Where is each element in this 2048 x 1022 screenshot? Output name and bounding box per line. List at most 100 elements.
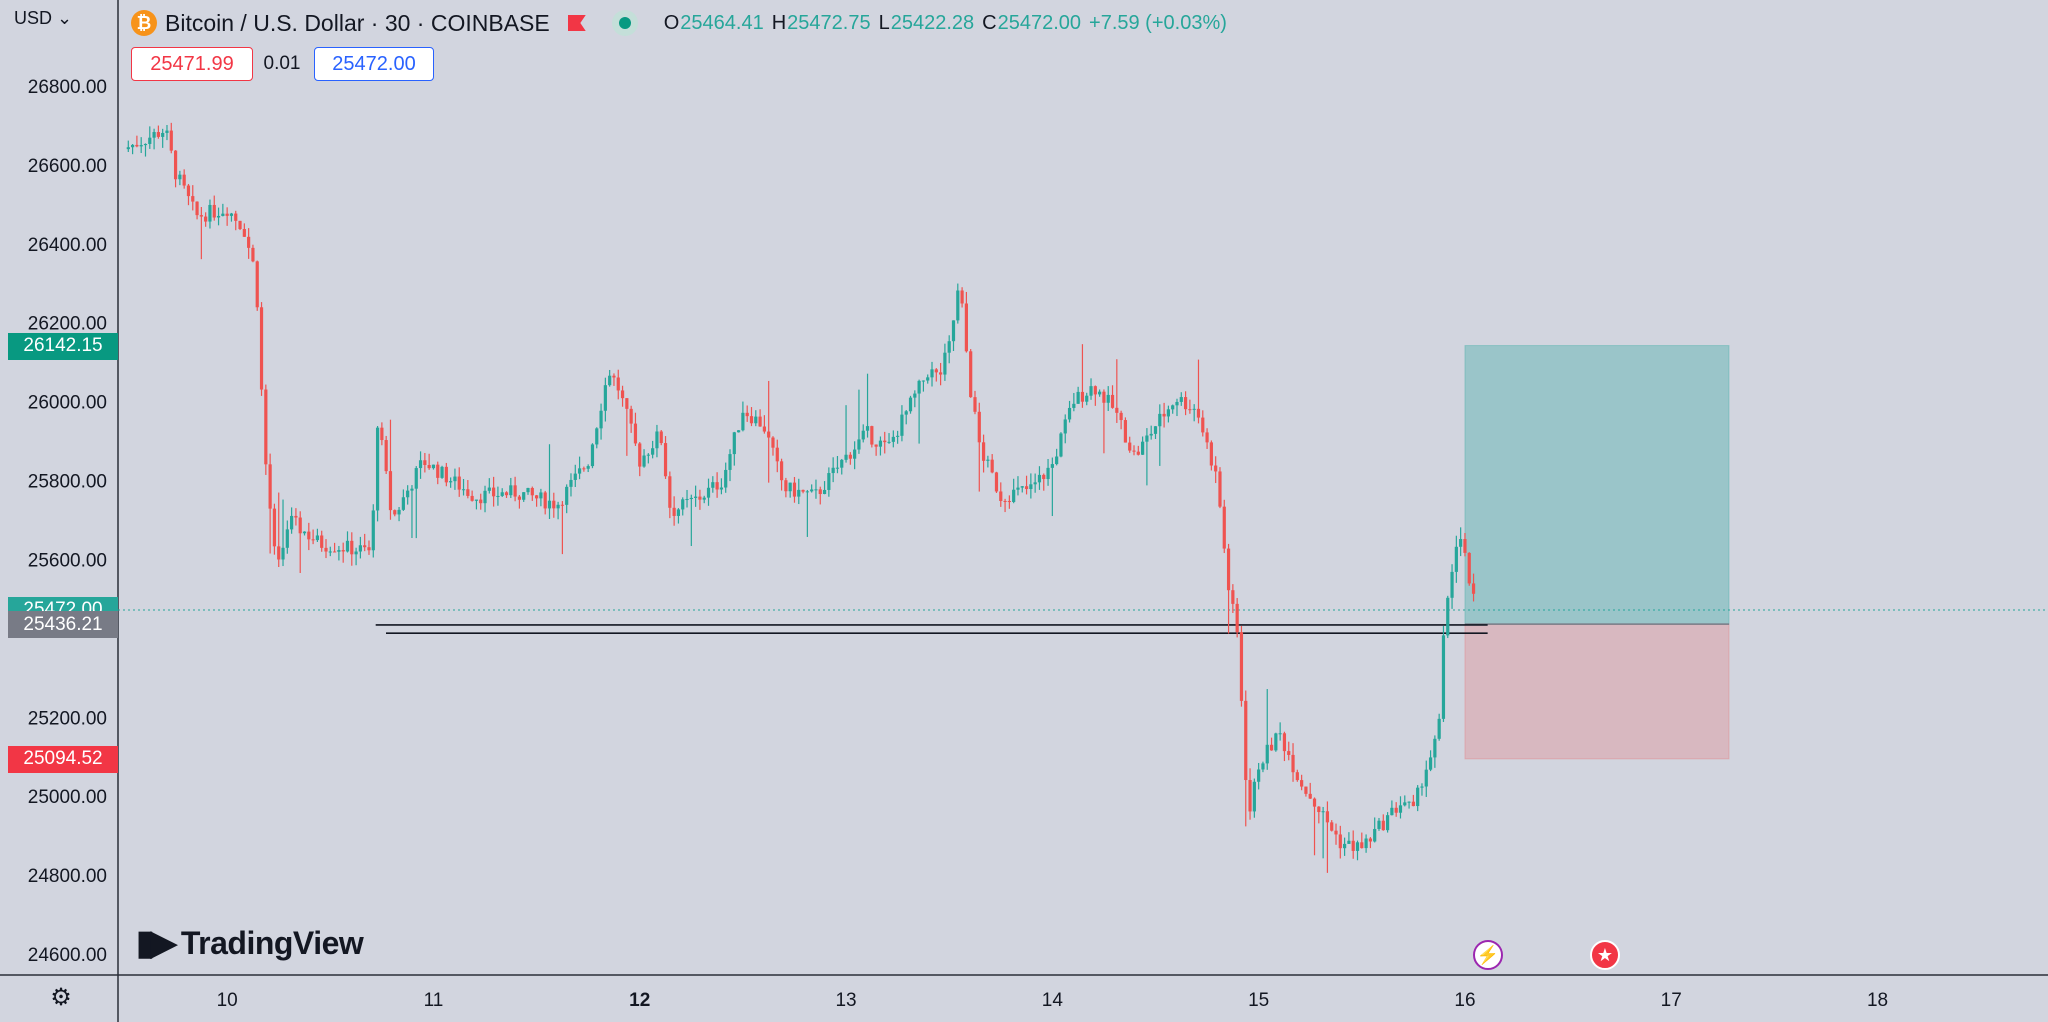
candle-body: [178, 174, 182, 180]
candle-body: [466, 489, 470, 496]
candle-body: [504, 492, 509, 496]
candle-body: [668, 476, 672, 508]
candle-body: [358, 545, 362, 552]
candle-body: [814, 489, 818, 491]
candle-body: [762, 426, 766, 432]
candle-body: [363, 545, 367, 548]
candle-body: [767, 431, 771, 438]
y-tick-label: 25600.00: [28, 550, 107, 571]
candle-body: [315, 535, 320, 541]
candle-body: [393, 510, 397, 515]
candle-body: [1123, 420, 1128, 443]
y-tick-label: 25200.00: [28, 708, 107, 729]
tradingview-logo[interactable]: ▮▶ TradingView: [136, 923, 364, 963]
currency-selector[interactable]: USD ⌄: [14, 8, 72, 29]
brand-name: TradingView: [180, 924, 364, 961]
candle-body: [999, 491, 1003, 501]
candle-body: [569, 479, 573, 487]
candle-body: [1179, 397, 1183, 402]
candle-body: [1222, 506, 1226, 549]
position-loss-zone: [1464, 623, 1730, 760]
candle-body: [1355, 842, 1360, 851]
candle-body: [418, 460, 423, 469]
candle-body: [1420, 786, 1424, 788]
flag-icon[interactable]: [567, 15, 586, 31]
candle-body: [161, 132, 165, 137]
candle-body: [878, 440, 883, 447]
candle-body: [831, 467, 835, 474]
market-status-icon[interactable]: [611, 10, 638, 36]
candle-body: [1269, 744, 1274, 751]
candle-body: [135, 144, 139, 147]
buy-button[interactable]: 25472.00: [314, 47, 434, 81]
candle-body: [1067, 407, 1072, 420]
candle-body: [964, 303, 968, 352]
candle-body: [939, 372, 943, 375]
candle-body: [1218, 471, 1222, 507]
candle-body: [715, 482, 719, 490]
candle-body: [1338, 834, 1342, 849]
candle-body: [1248, 780, 1252, 812]
y-tick-label: 25000.00: [28, 787, 107, 808]
candle-body: [651, 448, 655, 455]
candle-body: [1261, 763, 1265, 770]
candle-body: [870, 426, 874, 445]
candle-body: [577, 468, 582, 474]
candle-body: [384, 440, 388, 472]
candle-body: [908, 397, 913, 412]
lightning-event-icon[interactable]: ⚡: [1473, 940, 1503, 970]
candle-body: [1373, 828, 1377, 842]
candle-body: [199, 215, 203, 217]
candle-body: [1252, 781, 1256, 812]
candle-body: [1463, 538, 1467, 553]
candle-body: [526, 487, 530, 493]
candle-body: [775, 447, 779, 462]
candle-body: [208, 204, 212, 222]
candle-body: [883, 440, 887, 443]
candle-body: [1128, 442, 1132, 451]
x-tick-label: 18: [1867, 990, 1888, 1011]
candle-body: [947, 341, 951, 353]
x-tick-label: 15: [1248, 990, 1269, 1011]
candle-body: [779, 461, 784, 481]
candle-body: [1437, 718, 1441, 739]
settings-icon[interactable]: ⚙: [50, 983, 72, 1011]
candle-body: [156, 132, 160, 137]
candle-body: [1110, 394, 1115, 408]
ohlc-key: O: [663, 11, 680, 34]
candle-body: [496, 495, 500, 497]
y-tick-label: 25800.00: [28, 472, 107, 493]
candle-body: [1347, 840, 1351, 844]
candle-body: [1080, 391, 1085, 402]
y-tick-label: 26600.00: [28, 156, 107, 177]
candle-body: [694, 496, 698, 498]
candle-body: [1098, 391, 1102, 395]
candle-body: [986, 459, 990, 461]
candle-body: [638, 443, 642, 467]
candle-body: [535, 495, 539, 499]
candle-body: [406, 490, 410, 498]
candle-body: [681, 499, 685, 510]
sell-button[interactable]: 25471.99: [131, 47, 253, 81]
us-flag-event-icon[interactable]: ★: [1590, 940, 1620, 970]
candle-body: [891, 436, 895, 442]
candle-body: [1037, 474, 1042, 483]
candle-body: [1312, 798, 1317, 807]
candle-body: [792, 482, 797, 497]
candle-body: [1102, 391, 1106, 403]
candle-body: [1214, 465, 1218, 472]
candle-body: [805, 491, 809, 493]
candle-body: [191, 196, 195, 202]
candle-body: [1360, 842, 1364, 849]
candle-body: [612, 375, 616, 378]
candle-body: [277, 546, 281, 560]
candle-body: [186, 185, 191, 197]
symbol-title[interactable]: Bitcoin / U.S. Dollar · 30 · COINBASE: [165, 9, 550, 36]
chevron-down-icon: ⌄: [57, 8, 73, 28]
candle-body: [951, 320, 956, 342]
candle-body: [719, 487, 724, 490]
candle-body: [1119, 412, 1123, 421]
candle-body: [453, 476, 457, 482]
